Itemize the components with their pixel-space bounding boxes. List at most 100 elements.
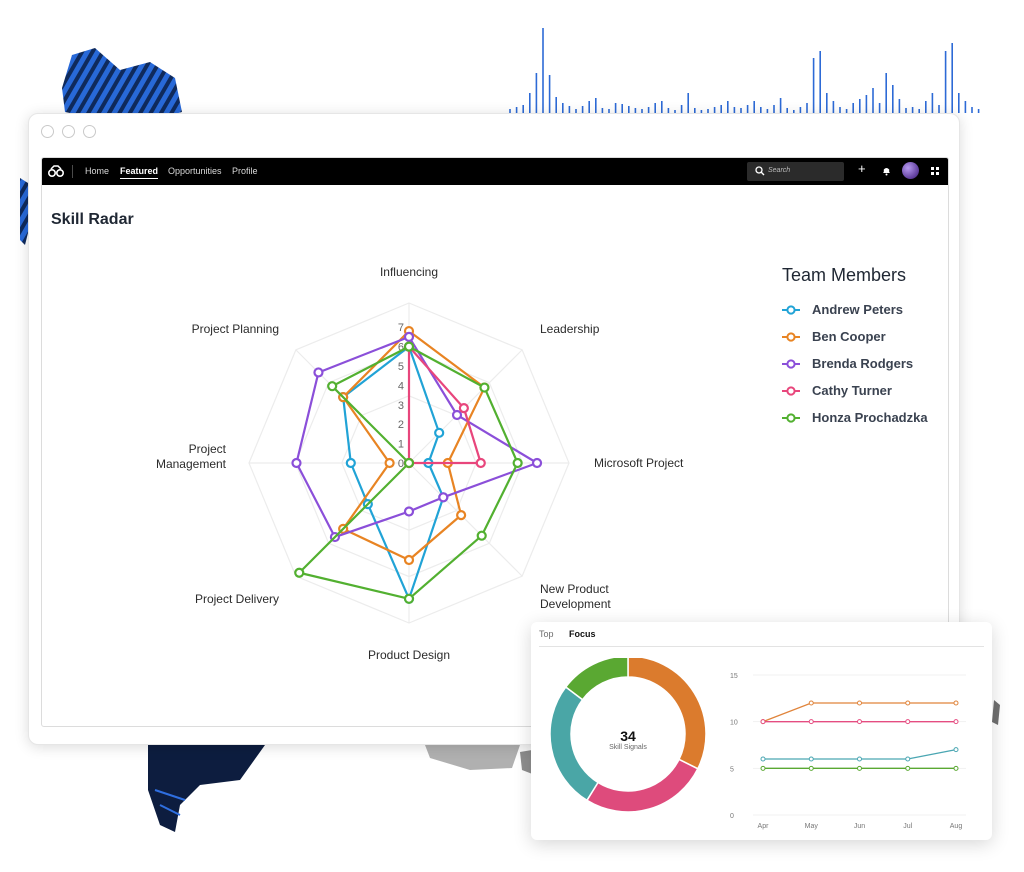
legend-item-andrew-peters[interactable]: Andrew Peters: [782, 296, 928, 323]
radar-point: [403, 331, 415, 342]
grid-icon[interactable]: [931, 167, 939, 175]
legend-item-cathy-turner[interactable]: Cathy Turner: [782, 377, 928, 404]
radar-axis-label-leadership: Leadership: [540, 322, 600, 336]
line-series-4: [760, 765, 959, 771]
team-members-legend: Team Members Andrew Peters Ben Cooper Bren…: [782, 265, 928, 431]
card-tabs: Top Focus: [539, 629, 984, 647]
donut-slice: [627, 658, 707, 770]
tab-top[interactable]: Top: [539, 629, 554, 639]
radar-point: [313, 367, 324, 378]
legend-item-label: Andrew Peters: [812, 302, 904, 317]
radar-axis-label-project-planning: Project Planning: [192, 322, 279, 336]
binoculars-logo-icon[interactable]: [48, 164, 64, 178]
page-title: Skill Radar: [51, 211, 134, 228]
legend-item-label: Brenda Rodgers: [812, 356, 914, 371]
line-point: [953, 765, 959, 771]
line-series-2: [760, 719, 959, 725]
line-series-path: [762, 702, 956, 723]
radar-tick-label: 5: [398, 361, 404, 373]
line-point: [953, 719, 959, 725]
legend-item-label: Ben Cooper: [812, 329, 886, 344]
radar-point: [512, 457, 523, 469]
donut-value: 34: [620, 728, 636, 744]
window-controls: [41, 125, 96, 138]
search-input[interactable]: Search: [747, 162, 844, 181]
tab-focus[interactable]: Focus: [569, 629, 596, 639]
avatar[interactable]: [902, 162, 919, 179]
browser-window: Home Featured Opportunities Profile Sear…: [28, 113, 960, 745]
maximize-window-button[interactable]: [83, 125, 96, 138]
legend-marker-icon: [782, 358, 800, 369]
y-tick-label: 5: [730, 766, 734, 773]
x-tick-label: Jun: [854, 823, 865, 830]
donut-slice: [549, 685, 600, 802]
line-point: [905, 765, 911, 771]
radar-axis-label-microsoft-project: Microsoft Project: [594, 456, 684, 470]
legend-item-label: Honza Prochadzka: [812, 410, 928, 425]
line-point: [760, 765, 766, 771]
x-tick-label: Aug: [950, 823, 963, 830]
donut-slice: [564, 658, 629, 701]
radar-series-line: [342, 329, 486, 562]
x-tick-label: Apr: [758, 823, 770, 830]
radar-tick-label: 2: [398, 419, 404, 431]
x-tick-label: Jul: [903, 823, 912, 830]
radar-point: [456, 510, 467, 521]
radar-point: [451, 409, 463, 421]
radar-point: [403, 593, 415, 604]
radar-point: [403, 457, 415, 469]
line-point: [953, 700, 959, 706]
radar-point: [291, 457, 302, 469]
nav-link-featured[interactable]: Featured: [120, 166, 159, 179]
radar-point: [345, 457, 356, 469]
radar-tick-label: 4: [398, 380, 404, 392]
donut-label: Skill Signals: [609, 744, 647, 751]
radar-point: [403, 341, 415, 352]
radar-point: [475, 457, 486, 469]
radar-point: [294, 567, 305, 578]
radar-point: [531, 457, 543, 469]
radar-tick-label: 0: [398, 458, 404, 470]
legend-title: Team Members: [782, 265, 907, 285]
search-placeholder: Search: [768, 167, 791, 174]
radar-axis-label-project-delivery: Project Delivery: [195, 592, 279, 606]
legend-item-brenda-rodgers[interactable]: Brenda Rodgers: [782, 350, 928, 377]
nav-link-opportunities[interactable]: Opportunities: [168, 166, 222, 176]
line-point: [953, 747, 959, 753]
radar-series-honza-prochadzka: [294, 341, 523, 604]
bell-icon[interactable]: [882, 166, 891, 176]
line-point: [808, 700, 814, 706]
legend-marker-icon: [782, 304, 800, 315]
line-point: [905, 719, 911, 725]
radar-axis-label-product-design: Product Design: [368, 648, 450, 662]
line-point: [905, 700, 911, 706]
plus-icon[interactable]: +: [858, 161, 866, 176]
radar-point: [403, 506, 415, 517]
nav-link-home[interactable]: Home: [85, 166, 110, 176]
radar-spoke: [408, 462, 523, 577]
line-point: [808, 719, 814, 725]
radar-point: [479, 382, 490, 393]
legend-marker-icon: [782, 412, 800, 423]
legend-item-label: Cathy Turner: [812, 383, 892, 398]
radar-point: [327, 381, 338, 392]
line-point: [857, 700, 862, 706]
close-window-button[interactable]: [41, 125, 54, 138]
radar-point: [438, 492, 449, 503]
donut-slice: [585, 758, 699, 813]
line-point: [857, 719, 862, 725]
radar-point: [434, 427, 445, 438]
legend-item-ben-cooper[interactable]: Ben Cooper: [782, 323, 928, 350]
legend-marker-icon: [782, 331, 800, 342]
legend-item-honza-prochadzka[interactable]: Honza Prochadzka: [782, 404, 928, 431]
nav-divider: [72, 165, 73, 178]
radar-point: [476, 530, 487, 541]
nav-link-profile[interactable]: Profile: [232, 166, 258, 176]
legend-marker-icon: [782, 385, 800, 396]
minimize-window-button[interactable]: [62, 125, 75, 138]
skill-radar-chart: 0 1 2 3 4 5 6 7 Influencing Leadership Microsoft P…: [156, 265, 684, 662]
radar-tick-label: 7: [398, 322, 404, 334]
radar-axis-label-project-management: Project Management: [156, 442, 227, 471]
radar-point: [384, 457, 395, 469]
